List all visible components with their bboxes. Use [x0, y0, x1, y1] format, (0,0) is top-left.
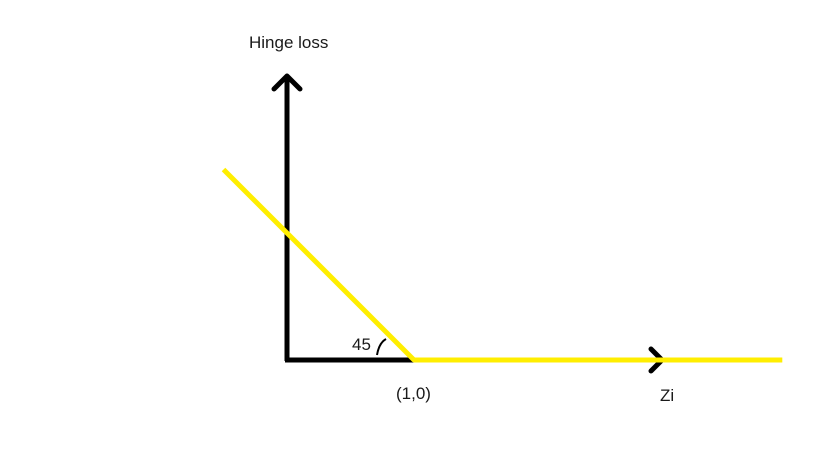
angle-arc: [376, 338, 387, 356]
point-label: (1,0): [396, 384, 431, 403]
hinge-loss-curve: [221, 167, 783, 363]
y-axis-arrowhead: [271, 73, 303, 92]
angle-label: 45: [352, 335, 371, 354]
x-axis-label: Zi: [660, 386, 674, 405]
y-axis-label: Hinge loss: [249, 33, 328, 52]
